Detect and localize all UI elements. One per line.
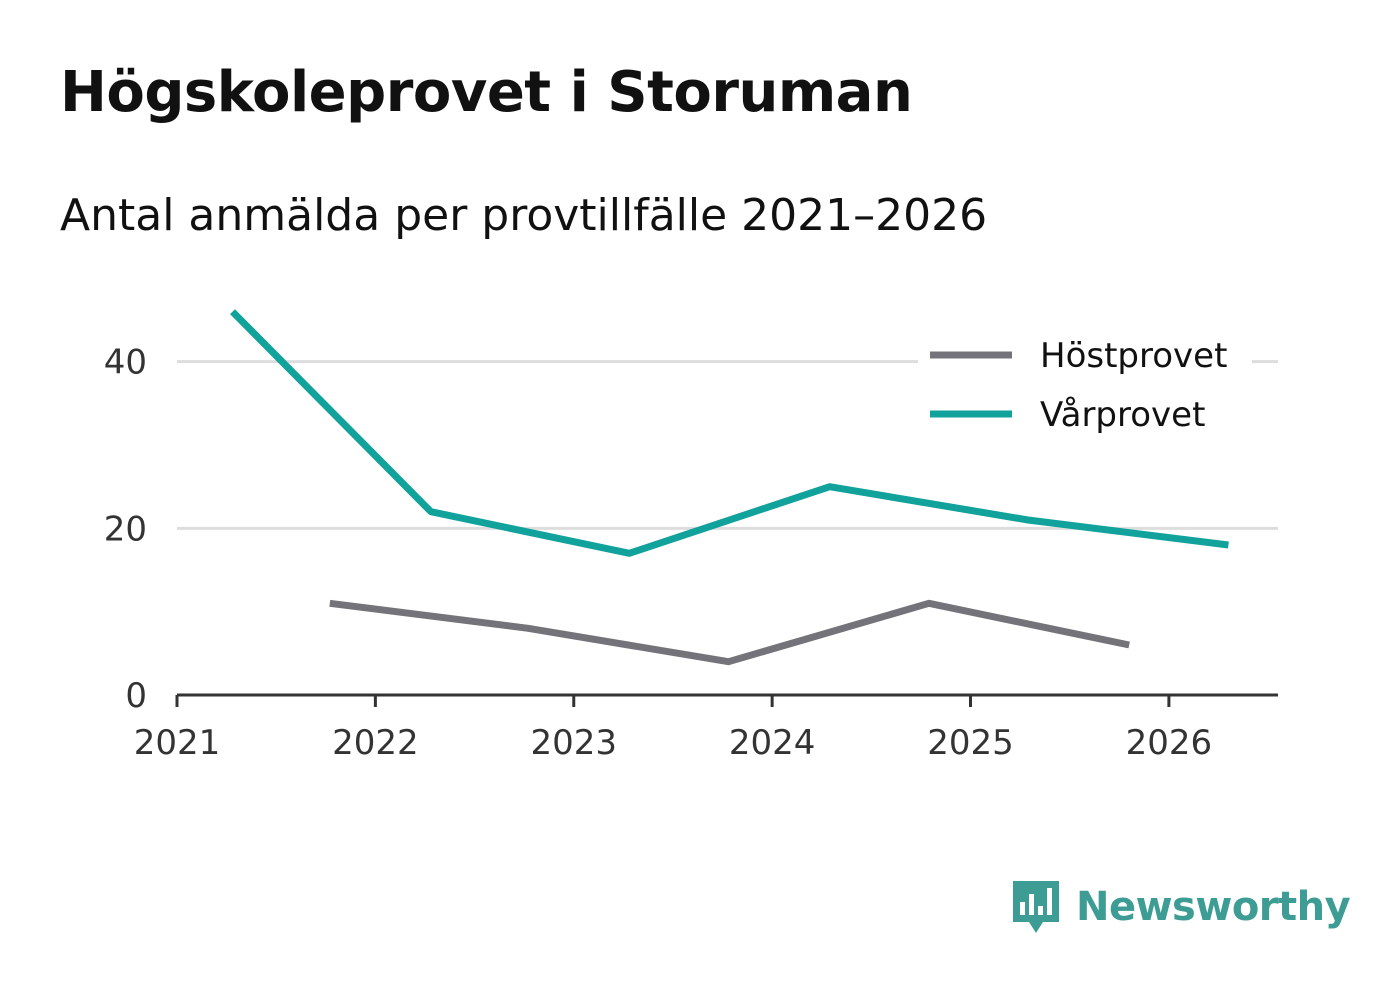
y-tick-label-40: 40 (104, 343, 147, 383)
x-tick-label-2025: 2025 (927, 723, 1014, 763)
y-tick-label-20: 20 (104, 509, 147, 549)
x-tick-label-2024: 2024 (729, 723, 816, 763)
legend-label-hostprovet: Höstprovet (1040, 336, 1227, 376)
chart-title: Högskoleprovet i Storuman (60, 60, 913, 125)
newsworthy-logo-icon (1013, 881, 1059, 933)
chart-subtitle: Antal anmälda per provtillfälle 2021–202… (60, 190, 988, 241)
series-line-varprovet (230, 309, 1229, 557)
x-tick-label-2026: 2026 (1126, 723, 1213, 763)
legend-background (918, 326, 1252, 444)
x-tick-label-2021: 2021 (134, 723, 221, 763)
legend-label-varprovet: Vårprovet (1040, 395, 1205, 435)
series-line-hostprovet (329, 599, 1130, 666)
x-tick-label-2023: 2023 (530, 723, 617, 763)
series-lines (230, 309, 1229, 666)
legend: Höstprovet Vårprovet (918, 326, 1252, 444)
x-axis: 2021 2022 2023 2024 2025 2026 (134, 693, 1278, 763)
newsworthy-logo: Newsworthy (1010, 876, 1351, 938)
y-tick-label-0: 0 (125, 676, 147, 716)
x-tick-label-2022: 2022 (332, 723, 419, 763)
newsworthy-wordmark: Newsworthy (1076, 884, 1351, 930)
